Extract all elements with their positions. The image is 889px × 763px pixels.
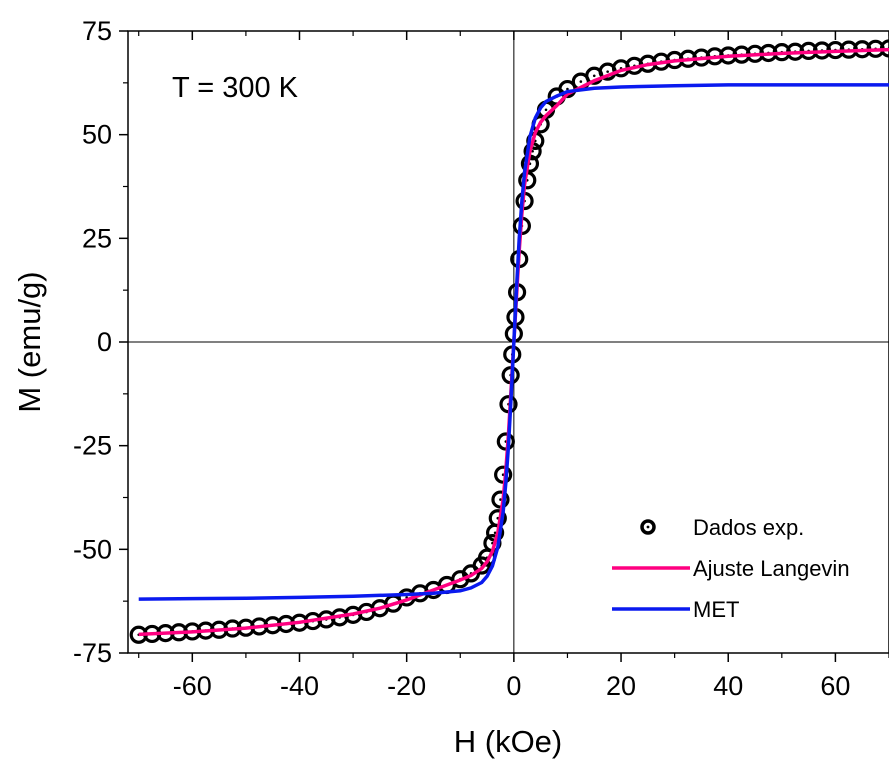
x-tick-label: -20 <box>387 671 426 701</box>
legend-entry-dados-exp: Dados exp. <box>640 515 804 540</box>
temperature-annotation: T = 300 K <box>172 72 299 104</box>
y-tick-label: -50 <box>73 534 112 564</box>
x-tick-label: -60 <box>173 671 212 701</box>
y-tick-label: 0 <box>97 327 112 357</box>
data-point-center <box>544 108 548 112</box>
legend-label-ajuste-langevin: Ajuste Langevin <box>693 556 850 581</box>
x-tick-label: 0 <box>506 671 521 701</box>
legend-marker-dados-exp <box>640 519 656 535</box>
legend-label-dados-exp: Dados exp. <box>693 515 804 540</box>
y-tick-label: 25 <box>82 223 112 253</box>
y-tick-label: -25 <box>73 431 112 461</box>
y-tick-label: 50 <box>82 120 112 150</box>
y-axis-ticks: -75 -50 -25 0 25 50 75 <box>73 16 128 668</box>
legend-entry-ajuste-langevin: Ajuste Langevin <box>612 556 850 581</box>
x-tick-label: 40 <box>713 671 743 701</box>
met-line <box>138 83 889 601</box>
legend-entry-met: MET <box>612 597 739 622</box>
data-point-center <box>531 149 534 153</box>
x-tick-label: -40 <box>280 671 319 701</box>
y-axis-title: M (emu/g) <box>12 271 47 412</box>
data-point-center <box>499 498 502 501</box>
x-tick-label: 60 <box>820 671 850 701</box>
data-point-center <box>493 531 497 535</box>
y-tick-label: 75 <box>82 16 112 46</box>
legend-label-met: MET <box>693 597 739 622</box>
legend-marker-dados-exp-dot <box>646 525 650 529</box>
data-point-center <box>592 74 596 78</box>
y-tick-label: -75 <box>73 638 112 668</box>
data-point-center <box>579 80 583 83</box>
data-point-center <box>606 70 609 73</box>
x-axis-title: H (kOe) <box>454 724 563 759</box>
x-tick-label: 20 <box>606 671 636 701</box>
x-axis-ticks: -60 -40 -20 0 20 40 60 <box>138 31 889 701</box>
plot-area <box>129 39 889 644</box>
legend: Dados exp. Ajuste Langevin MET <box>612 515 850 622</box>
